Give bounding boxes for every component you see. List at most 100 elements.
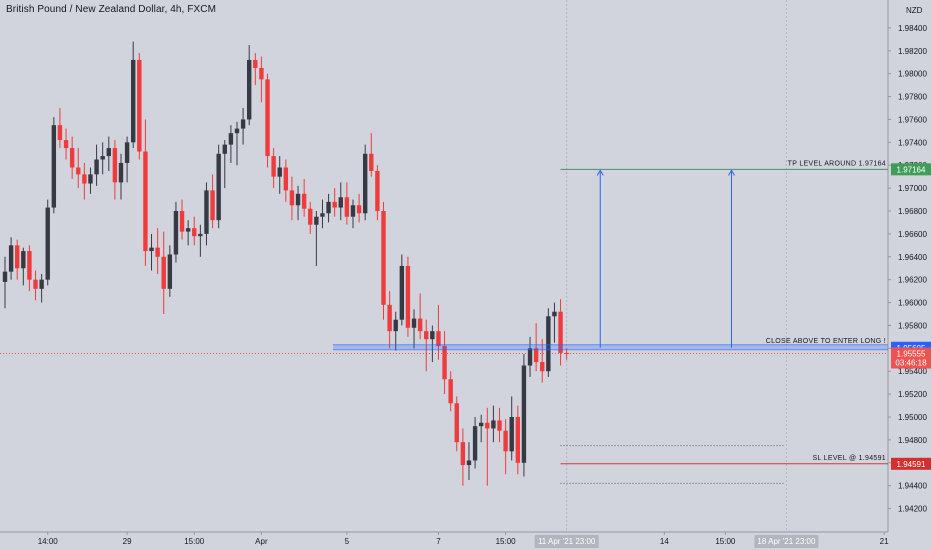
candle-down <box>192 228 197 237</box>
tp-tag-label: 1.97164 <box>897 165 926 174</box>
candle-up <box>399 265 405 320</box>
entry-zone-band <box>333 344 888 350</box>
candle-down <box>436 331 441 347</box>
candle-down <box>442 346 447 380</box>
sl-label: SL LEVEL @ 1.94591 <box>813 455 886 462</box>
candle-up <box>100 156 105 160</box>
candle-up <box>314 216 319 225</box>
x-highlight-tag <box>754 535 819 548</box>
y-tick-label: 1.98000 <box>898 70 927 79</box>
candle-down <box>210 190 215 221</box>
candle-up <box>131 59 136 143</box>
x-tick-label: 14:00 <box>38 537 59 546</box>
candle-down <box>332 201 337 208</box>
candle-down <box>369 153 374 171</box>
x-tick-label: 15:00 <box>715 537 736 546</box>
candle-up <box>39 279 44 289</box>
y-tick-label: 1.97000 <box>898 184 927 193</box>
candle-up <box>411 318 417 328</box>
x-tick-label: Apr <box>255 537 268 546</box>
candle-down <box>15 245 20 269</box>
candle-up <box>118 162 124 183</box>
x-tick-label: 15:00 <box>184 537 205 546</box>
candle-up <box>295 193 301 206</box>
candle-down <box>63 140 69 149</box>
candle-down <box>344 197 350 217</box>
candle-down <box>448 379 453 404</box>
candle-down <box>82 174 87 184</box>
candle-down <box>356 205 362 214</box>
candle-up <box>198 233 203 237</box>
y-tick-label: 1.95200 <box>898 390 927 399</box>
candle-down <box>533 348 539 363</box>
candle-down <box>375 170 380 211</box>
candle-down <box>417 318 423 332</box>
candle-up <box>430 331 435 340</box>
candle-up <box>527 348 533 366</box>
candle-up <box>124 142 130 163</box>
candle-down <box>33 279 38 289</box>
x-highlight-tag <box>534 535 599 548</box>
candle-down <box>259 67 264 80</box>
candle-down <box>69 148 75 168</box>
sl-tag-label: 1.94591 <box>897 460 926 469</box>
candle-up <box>362 153 368 214</box>
candle-up <box>350 205 356 217</box>
y-tick-label: 1.97800 <box>898 93 927 102</box>
candle-down <box>112 148 118 183</box>
sl-tag <box>891 457 931 470</box>
candle-up <box>247 59 252 120</box>
x-tick-label: 29 <box>123 537 132 546</box>
y-tick-label: 1.96200 <box>898 276 927 285</box>
candle-up <box>21 251 26 269</box>
candle-up <box>546 316 551 372</box>
x-tick-label: 14 <box>660 537 669 546</box>
candle-down <box>155 247 160 257</box>
x-tick-label: 15:00 <box>496 537 517 546</box>
x-highlight-label: 18 Apr '21 23:00 <box>757 537 816 546</box>
candle-down <box>253 59 258 68</box>
candle-up <box>509 417 514 452</box>
plot-area <box>0 0 888 532</box>
y-tick-label: 1.95400 <box>898 367 927 376</box>
candle-up <box>521 365 527 463</box>
arrow-head <box>728 169 735 176</box>
candle-up <box>8 245 14 272</box>
candle-down <box>515 417 521 463</box>
candle-up <box>240 119 246 129</box>
y-tick-label: 1.96000 <box>898 299 927 308</box>
candle-up <box>338 197 343 208</box>
candle-up <box>228 133 234 145</box>
candle-down <box>503 430 508 452</box>
candle-down <box>405 265 411 328</box>
candle-up <box>185 228 191 232</box>
candle-up <box>222 144 227 154</box>
current-price-label: 1.95555 <box>897 349 926 358</box>
candle-up <box>393 319 398 332</box>
candle-up <box>51 125 57 208</box>
candle-down <box>161 256 166 289</box>
candle-down <box>497 420 502 431</box>
candle-down <box>387 304 392 332</box>
candle-down <box>424 331 429 340</box>
candle-down <box>76 167 81 175</box>
candle-up <box>2 271 8 282</box>
y-tick-label: 1.95000 <box>898 413 927 422</box>
x-tick-label: 5 <box>345 537 350 546</box>
y-tick-label: 1.97400 <box>898 138 927 147</box>
candle-up <box>45 207 50 280</box>
candle-up <box>106 148 111 157</box>
candle-down <box>301 193 307 209</box>
candle-up <box>491 420 496 429</box>
symbol-title: British Pound / New Zealand Dollar, 4h, … <box>6 4 217 15</box>
candle-down <box>57 125 63 141</box>
candle-down <box>454 403 459 443</box>
candle-down <box>289 190 295 206</box>
candle-up <box>552 311 557 317</box>
candle-up <box>320 213 325 217</box>
candle-up <box>173 211 179 255</box>
candle-up <box>478 422 484 427</box>
y-tick-label: 1.95800 <box>898 321 927 330</box>
